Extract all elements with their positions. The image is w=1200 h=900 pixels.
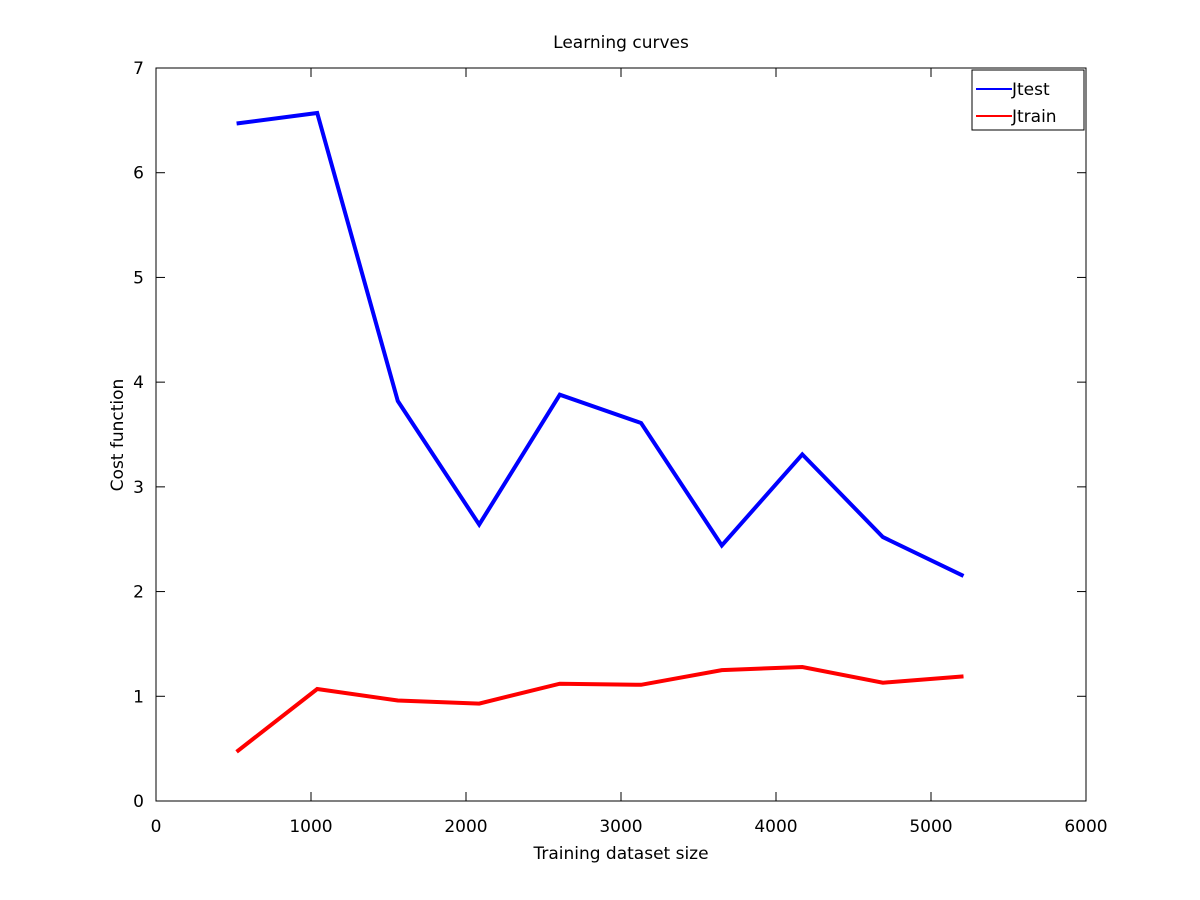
x-axis-title: Training dataset size [532,844,708,864]
series-line-jtest [236,110,965,578]
x-tick-label: 2000 [444,817,487,837]
legend-label-jtest: Jtest [1011,80,1050,100]
x-tick-label: 0 [151,817,162,837]
y-tick-label: 1 [133,687,144,707]
y-tick-label: 2 [133,583,144,603]
ticks-layer: 0 1000 2000 3000 4000 5000 6000 0 1 2 3 4 5 6 7 [133,59,1107,837]
chart-title: Learning curves [553,33,689,53]
y-tick-label: 7 [133,59,144,79]
y-tick-label: 4 [133,373,144,393]
series-layer [235,110,965,754]
x-tick-label: 4000 [754,817,797,837]
y-axis-title: Cost function [108,379,128,492]
plot-area-frame [155,67,1087,802]
x-tick-label: 6000 [1064,817,1107,837]
y-tick-label: 0 [133,792,144,812]
y-tick-label: 3 [133,478,144,498]
y-tick-label: 5 [133,268,144,288]
series-line-jtrain [235,664,964,754]
legend-box [971,69,1085,131]
x-tick-label: 1000 [289,817,332,837]
legend-label-jtrain: Jtrain [1011,107,1057,127]
legend: Jtest Jtrain [971,69,1085,131]
x-tick-label: 5000 [909,817,952,837]
x-tick-label: 3000 [599,817,642,837]
y-tick-label: 6 [133,164,144,184]
